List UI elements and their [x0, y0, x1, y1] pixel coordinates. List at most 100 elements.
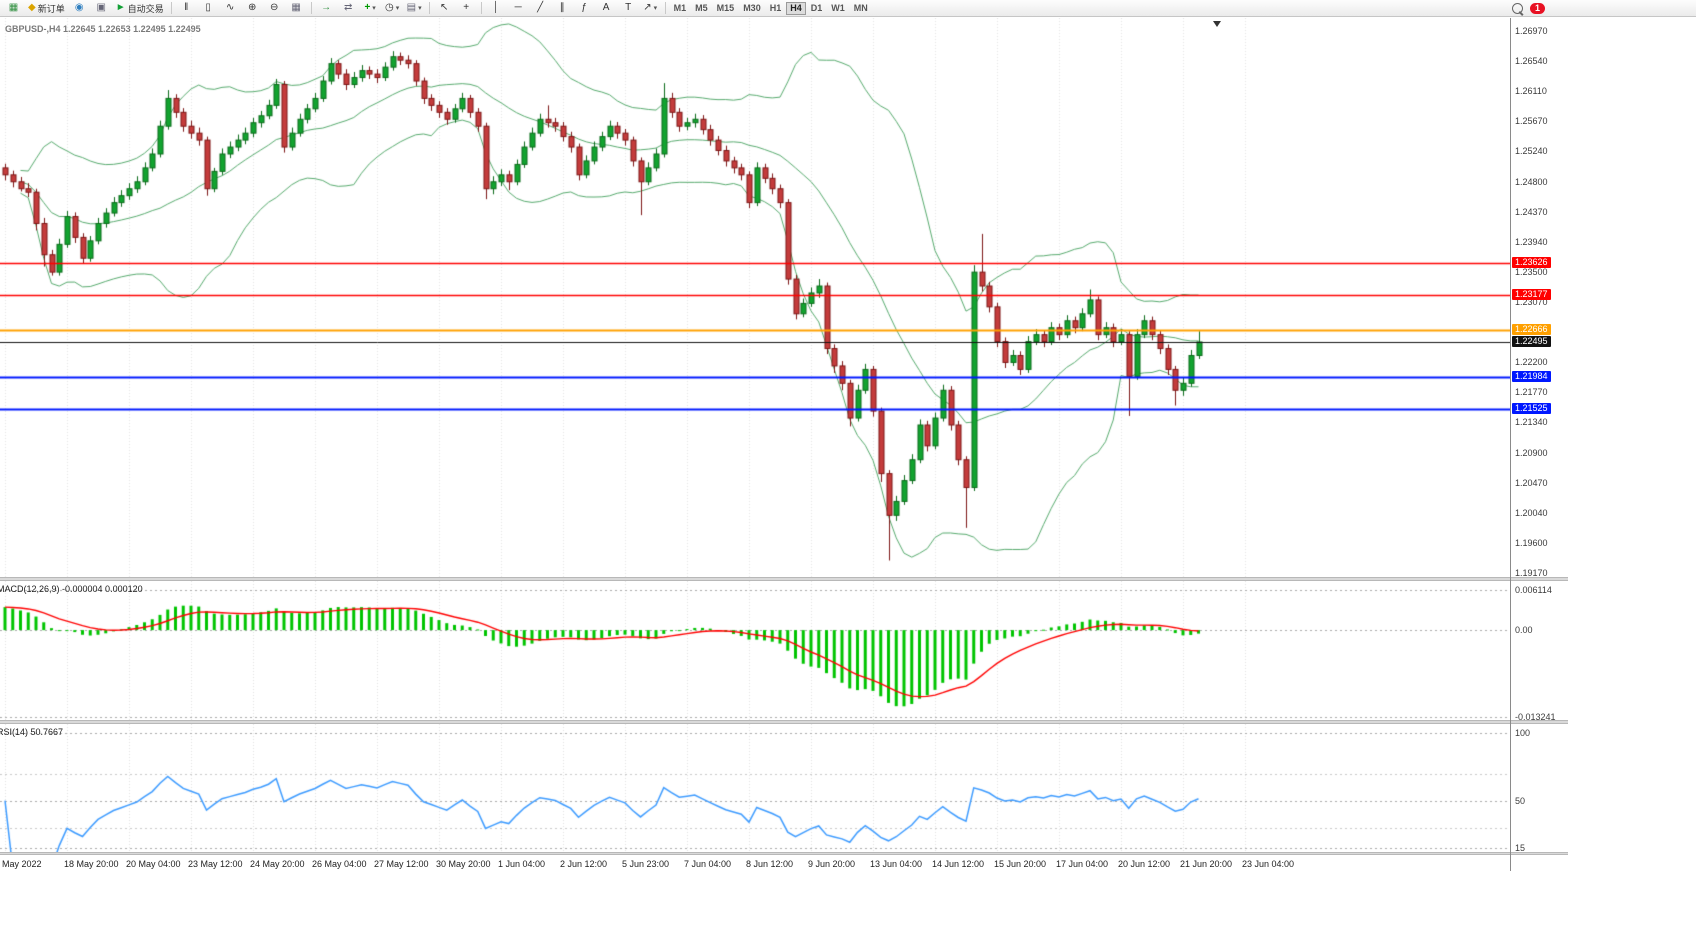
price-tick: 1.23940: [1515, 236, 1548, 247]
symbol-ohlc-label: GBPUSD-,H4 1.22645 1.22653 1.22495 1.224…: [5, 24, 201, 34]
periods-button[interactable]: ◷ ▾: [382, 0, 403, 17]
candlestick-chart-button[interactable]: ▯: [198, 0, 219, 17]
templates-button[interactable]: ▤ ▾: [404, 0, 425, 17]
price-tick: 1.21340: [1515, 417, 1548, 428]
candlestick-icon: ▯: [205, 2, 211, 13]
timeframe-h4[interactable]: H4: [786, 1, 806, 15]
horizontal-line-icon: ─: [514, 2, 522, 13]
template-icon: ▤: [406, 2, 417, 13]
autotrading-button[interactable]: ► 自动交易: [113, 0, 167, 17]
terminal-panel-button[interactable]: ▣: [91, 0, 112, 17]
time-label: 8 Jun 12:00: [746, 859, 794, 869]
panel-splitter[interactable]: [0, 852, 1568, 855]
search-icon[interactable]: [1512, 3, 1523, 14]
panel-splitter[interactable]: [0, 577, 1568, 581]
timeframe-m5[interactable]: M5: [695, 2, 708, 13]
bar-chart-button[interactable]: ‖: [176, 0, 197, 17]
zoom-out-button[interactable]: ⊖: [264, 0, 285, 17]
text-icon: A: [602, 2, 610, 13]
auto-scroll-button[interactable]: →: [316, 0, 337, 17]
trendline-button[interactable]: ╱: [530, 0, 551, 17]
new-order-button[interactable]: ◆ 新订单: [25, 0, 68, 17]
rsi-axis: 100 50 15: [1512, 724, 1572, 853]
price-tick: 1.26970: [1515, 26, 1548, 36]
cursor-button[interactable]: ↖: [434, 0, 455, 17]
price-tick: 1.24800: [1515, 176, 1548, 187]
text-button[interactable]: A: [596, 0, 617, 17]
price-badge: 1.21525: [1512, 403, 1551, 415]
time-label: 2 Jun 12:00: [560, 859, 608, 869]
chart-shift-button[interactable]: ⇄: [338, 0, 359, 17]
price-badge: 1.23177: [1512, 288, 1551, 300]
price-tick: 1.26540: [1515, 55, 1548, 66]
toolbar-separator: [664, 2, 666, 14]
price-badge: 1.22666: [1512, 324, 1551, 336]
clock-icon: ◷: [385, 2, 394, 13]
price-tick: 1.23500: [1515, 267, 1548, 278]
timeframe-m15[interactable]: M15: [716, 2, 735, 13]
channel-button[interactable]: ∥: [552, 0, 573, 17]
time-label: 20 Jun 12:00: [1118, 859, 1171, 869]
chevron-down-icon: ▾: [395, 4, 400, 12]
fibonacci-button[interactable]: ƒ: [574, 0, 595, 17]
new-chart-icon: ▦: [8, 2, 19, 13]
horizontal-line-button[interactable]: ─: [508, 0, 529, 17]
macd-canvas[interactable]: [0, 581, 1510, 720]
chart-shift-marker[interactable]: [1213, 21, 1221, 27]
indicators-icon: +: [364, 2, 371, 13]
line-chart-button[interactable]: ∿: [220, 0, 241, 17]
chevron-down-icon: ▾: [418, 4, 422, 12]
chevron-down-icon: ▾: [372, 4, 376, 12]
channel-icon: ∥: [559, 2, 565, 13]
time-label: 24 May 20:00: [250, 859, 305, 869]
autotrading-icon: ►: [115, 2, 126, 13]
rsi-canvas[interactable]: [0, 724, 1510, 852]
line-chart-icon: ∿: [225, 2, 235, 13]
arrows-icon: ↗: [643, 2, 652, 13]
time-label: 27 May 12:00: [374, 859, 429, 869]
new-chart-button[interactable]: ▦: [3, 0, 24, 17]
zoom-in-button[interactable]: ⊕: [242, 0, 263, 17]
trendline-icon: ╱: [537, 2, 544, 13]
chart-shift-icon: ⇄: [343, 2, 353, 13]
macd-tick: -0.013241: [1515, 712, 1556, 722]
notification-badge[interactable]: 1: [1530, 2, 1546, 15]
macd-axis: 0.006114 0.00 -0.013241: [1512, 581, 1572, 722]
timeframe-mn[interactable]: MN: [853, 2, 868, 13]
time-label: 14 Jun 12:00: [932, 859, 985, 869]
text-label-button[interactable]: T: [618, 0, 639, 17]
price-tick: 1.23070: [1515, 297, 1548, 307]
price-tick: 1.20040: [1515, 507, 1548, 518]
tile-windows-icon: ▦: [291, 2, 301, 13]
time-label: 5 Jun 23:00: [622, 859, 670, 869]
timeframe-w1[interactable]: W1: [831, 2, 845, 13]
tile-windows-button[interactable]: ▦: [286, 0, 307, 17]
vertical-line-button[interactable]: │: [486, 0, 507, 17]
arrows-button[interactable]: ↗ ▾: [640, 0, 661, 17]
fibonacci-icon: ƒ: [581, 2, 587, 13]
time-label: 9 Jun 20:00: [808, 859, 856, 869]
navigator-icon: ◉: [74, 2, 84, 13]
price-chart-canvas[interactable]: [0, 18, 1510, 577]
time-label: 30 May 20:00: [436, 859, 491, 869]
panel-splitter[interactable]: [0, 720, 1568, 724]
price-tick: 1.22200: [1515, 357, 1548, 368]
price-tick: 1.25240: [1515, 146, 1548, 157]
rsi-panel: RSI(14) 50.7667: [0, 724, 1510, 852]
rsi-tick: 15: [1515, 843, 1526, 853]
bar-chart-icon: ‖: [184, 2, 189, 13]
timeframe-d1[interactable]: D1: [810, 2, 823, 13]
indicators-button[interactable]: + ▾: [360, 0, 381, 17]
timeframe-m1[interactable]: M1: [673, 2, 687, 13]
timeframe-h1[interactable]: H1: [769, 2, 782, 13]
navigator-button[interactable]: ◉: [69, 0, 90, 17]
crosshair-button[interactable]: +: [456, 0, 477, 17]
timeframe-m30[interactable]: M30: [743, 2, 761, 13]
price-tick: 1.19600: [1515, 538, 1548, 549]
new-order-icon: ◆: [28, 2, 36, 13]
toolbar-separator: [428, 2, 430, 14]
toolbar-right-group: 1: [1512, 1, 1546, 16]
time-label: 21 Jun 20:00: [1180, 859, 1233, 869]
rsi-tick: 100: [1515, 728, 1531, 738]
time-label: 13 Jun 04:00: [870, 859, 923, 869]
